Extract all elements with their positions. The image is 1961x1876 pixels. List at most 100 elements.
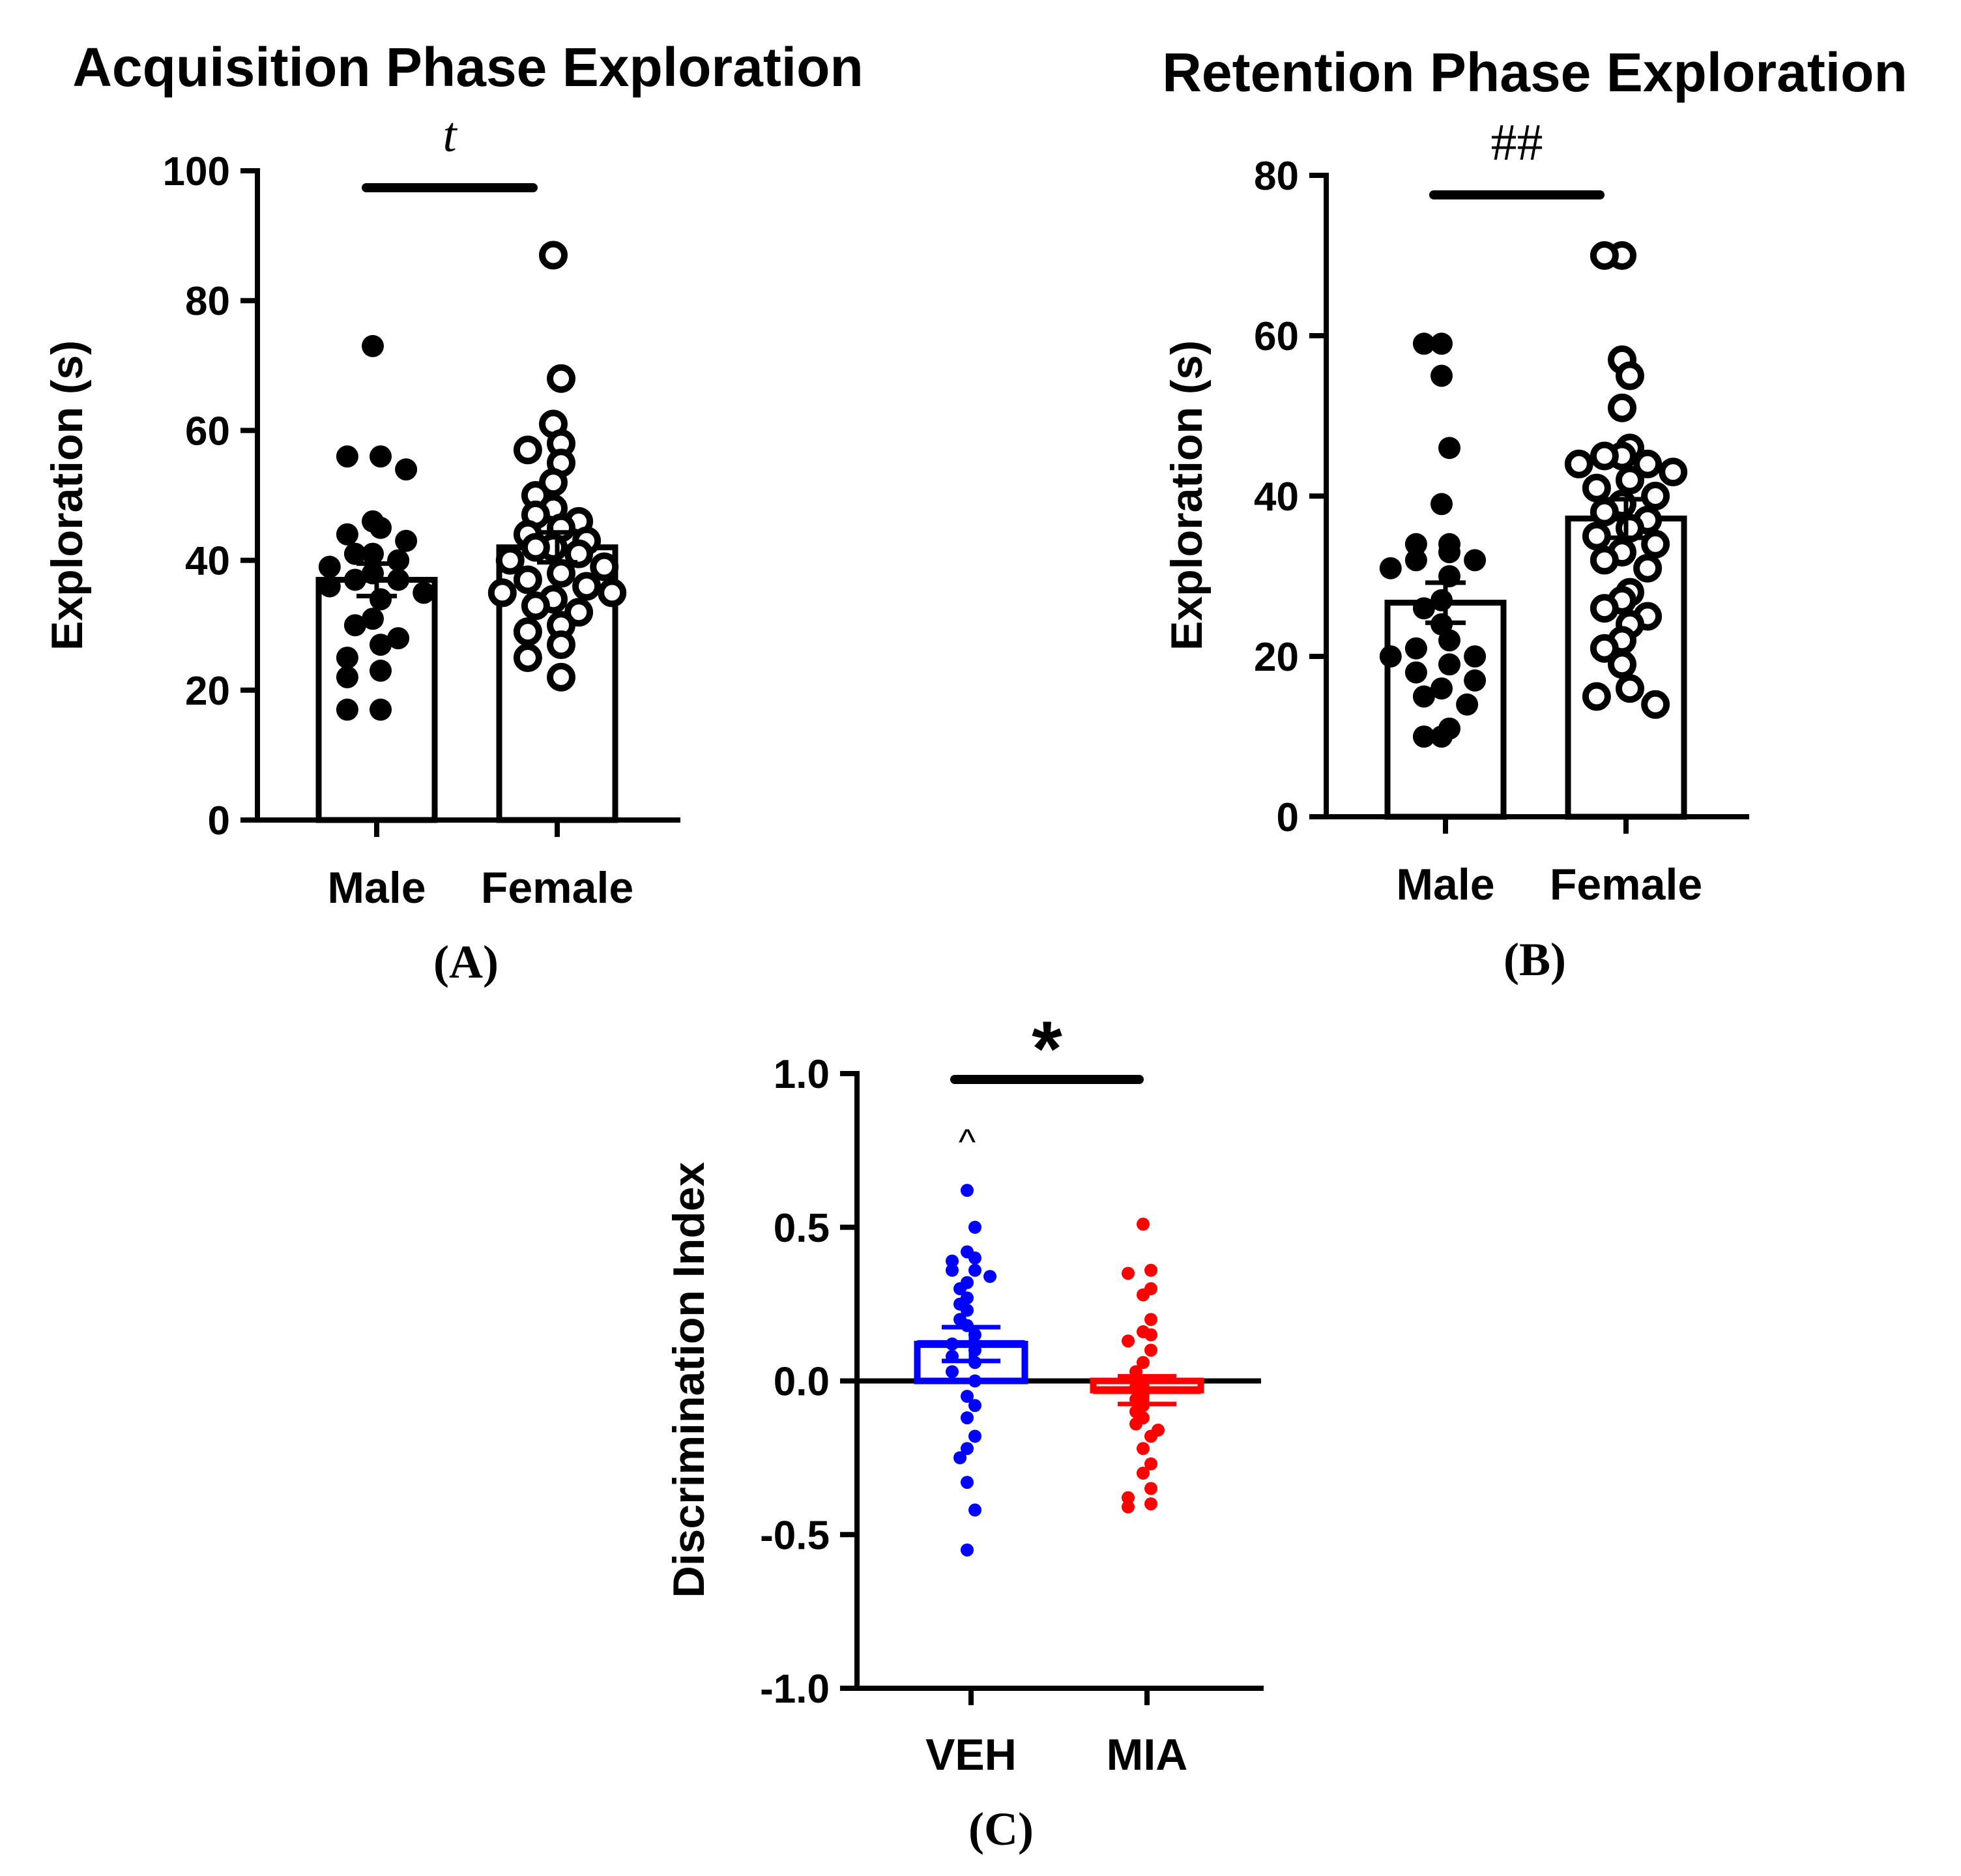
data-point [336,523,358,546]
data-point [1144,1457,1157,1471]
significance-label: t [443,108,458,162]
data-point [1379,645,1402,667]
data-point [1412,725,1435,748]
data-point [1137,1356,1150,1370]
x-tick-label: Female [481,863,633,913]
data-point [1590,497,1619,527]
data-point [343,614,366,637]
data-point [521,591,550,621]
data-point [521,533,550,562]
data-point [395,529,418,552]
data-point [1404,661,1427,684]
data-point [1590,241,1619,270]
data-point [336,445,358,468]
data-point [513,435,542,465]
data-point [961,1411,974,1425]
data-point [1137,1466,1150,1480]
data-point [395,458,418,481]
y-tick-label: 0.5 [774,1206,830,1251]
data-point [387,568,410,591]
data-point [983,1270,996,1283]
significance-label: * [1032,1005,1062,1092]
data-point [968,1263,981,1277]
data-point [968,1220,981,1234]
data-point [370,516,392,539]
y-tick-label: -1.0 [760,1667,830,1712]
y-tick-label: 20 [1254,635,1299,680]
data-point [413,581,435,604]
x-tick-label: MIA [1107,1730,1188,1780]
data-point [1404,533,1427,555]
data-point [1582,682,1611,711]
data-point [1431,677,1453,700]
data-point [318,575,341,598]
panel-label: (A) [433,936,499,988]
data-point [1590,594,1619,623]
data-point [1144,1343,1157,1357]
y-tick-label: 100 [163,149,230,194]
data-point [1616,361,1644,390]
data-point [547,559,575,588]
x-tick-label: Female [1550,860,1702,909]
data-point [1641,529,1670,559]
data-point [1431,364,1453,387]
data-point [362,542,384,565]
data-point [1122,1334,1135,1348]
data-point [1464,669,1487,692]
data-point [370,445,392,468]
data-point [968,1374,981,1388]
chart-title: Acquisition Phase Exploration [72,37,864,98]
data-point [1144,1497,1157,1511]
data-point [343,542,366,565]
data-point [362,608,384,630]
data-point [961,1184,974,1197]
y-tick-label: 60 [185,409,230,454]
y-tick-label: 60 [1254,314,1299,359]
y-tick-label: 40 [1254,475,1299,520]
data-point [1404,549,1427,572]
data-point [1122,1491,1135,1504]
data-point [547,364,575,393]
data-point [1431,725,1453,748]
data-point [1633,553,1663,583]
panel-label: (B) [1503,933,1566,986]
data-point [961,1442,974,1456]
data-point [318,555,341,578]
data-point [961,1304,974,1317]
data-point [1590,546,1619,575]
data-point [336,698,358,721]
data-point [1590,441,1619,471]
data-point [953,1451,966,1465]
data-point [968,1251,981,1265]
data-point [1122,1267,1135,1280]
y-tick-label: 0 [1277,795,1299,840]
data-point [1616,674,1644,703]
data-point [1608,393,1636,422]
y-tick-label: 20 [185,669,230,714]
data-point [1438,653,1460,676]
data-point [1438,541,1460,564]
data-point [1641,690,1670,719]
data-point [1144,1482,1157,1495]
significance-label: ## [1491,114,1543,171]
data-point [513,643,542,672]
y-axis-title: Exploration (s) [42,340,92,651]
data-point [572,572,602,601]
data-point [1564,449,1593,478]
data-point [1412,332,1435,355]
data-point [1438,437,1460,460]
data-point [1144,1263,1157,1277]
y-axis-title: Exploration (s) [1162,340,1212,651]
data-point [1659,458,1688,487]
data-point [1616,465,1644,495]
x-tick-label: VEH [925,1730,1017,1780]
y-tick-label: 0.0 [774,1360,830,1405]
data-point [513,565,542,594]
data-point [336,666,358,688]
data-point [1144,1328,1157,1341]
data-point [1412,597,1435,620]
data-point [946,1254,959,1268]
data-point [1641,482,1670,510]
data-point [362,334,384,357]
data-point [487,578,517,608]
